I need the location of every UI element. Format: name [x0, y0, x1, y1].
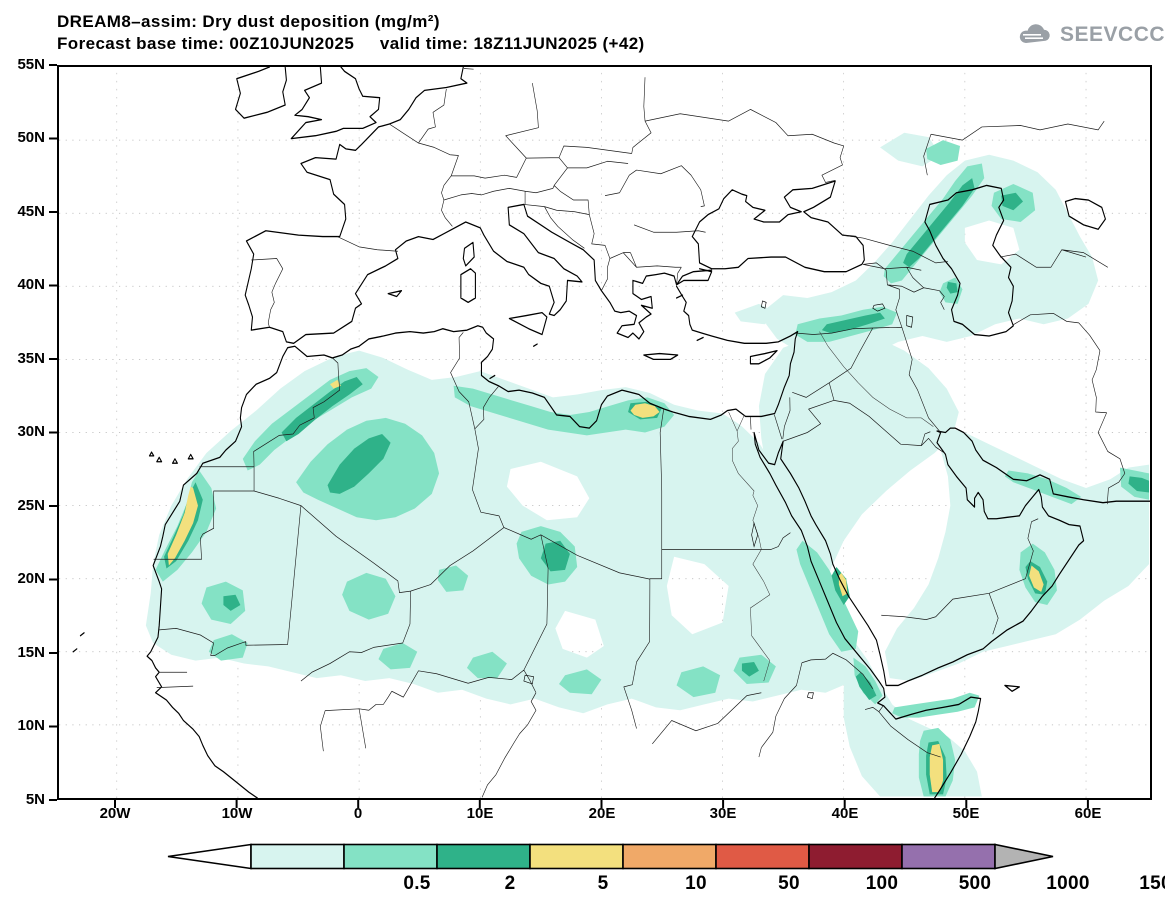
forecast-time-subtitle: Forecast base time: 00Z10JUN2025 valid t…: [57, 34, 645, 53]
lon-label: 40E: [831, 805, 859, 822]
lakes: [523, 300, 914, 700]
colorbar-tick-labels: 0.5 2 5 10 50 100 500 1000 1500: [166, 873, 1165, 897]
lon-label: 10E: [466, 805, 494, 822]
legend-segment: [901, 843, 996, 870]
legend-value: 500: [958, 873, 992, 894]
lat-label: 10N: [17, 717, 45, 734]
cloud-icon: [1019, 24, 1050, 43]
country-borders: [153, 68, 1126, 798]
legend-segment: [250, 843, 345, 870]
lat-label: 20N: [17, 570, 45, 587]
coastlines: [72, 67, 1150, 798]
lat-label: 50N: [17, 129, 45, 146]
legend-segment: [529, 843, 624, 870]
legend-segment: [343, 843, 438, 870]
legend-value: 0.5: [403, 873, 431, 894]
legend-arrow-above-max: [994, 843, 1054, 870]
lon-label: 60E: [1074, 805, 1102, 822]
dust-contours-level-10-50: [167, 379, 1044, 793]
lat-label: 55N: [17, 56, 45, 73]
legend-value: 2: [504, 873, 516, 894]
lon-label: 20E: [588, 805, 616, 822]
lat-label: 40N: [17, 276, 45, 293]
lat-label: 15N: [17, 644, 45, 661]
logo-text: SEEVCCC: [1060, 23, 1165, 46]
lat-label: 25N: [17, 497, 45, 514]
dust-deposition-map: [59, 67, 1150, 798]
legend-value: 5: [597, 873, 609, 894]
lat-label: 30N: [17, 423, 45, 440]
dust-contours-level-0.5-2: [145, 132, 1150, 797]
lon-label: 10W: [221, 805, 253, 822]
legend-segment: [808, 843, 903, 870]
lon-label: 0: [353, 805, 363, 822]
lat-label: 45N: [17, 203, 45, 220]
legend-value: 100: [865, 873, 899, 894]
map-plot-area: [57, 65, 1152, 800]
legend-segment: [622, 843, 717, 870]
colorbar-legend: [167, 843, 1054, 870]
lon-label: 30E: [709, 805, 737, 822]
legend-value: 1500: [1139, 873, 1165, 894]
page-title: DREAM8–assim: Dry dust deposition (mg/m²…: [57, 12, 440, 31]
lat-label: 35N: [17, 350, 45, 367]
legend-segment: [715, 843, 810, 870]
legend-value: 1000: [1046, 873, 1090, 894]
lon-label: 50E: [952, 805, 980, 822]
seevccc-logo: SEEVCCC: [1016, 22, 1165, 48]
legend-value: 50: [778, 873, 800, 894]
legend-value: 10: [685, 873, 707, 894]
legend-segment: [436, 843, 531, 870]
lon-label: 20W: [99, 805, 131, 822]
lat-label: 5N: [25, 791, 45, 808]
legend-arrow-below-min: [167, 843, 252, 870]
